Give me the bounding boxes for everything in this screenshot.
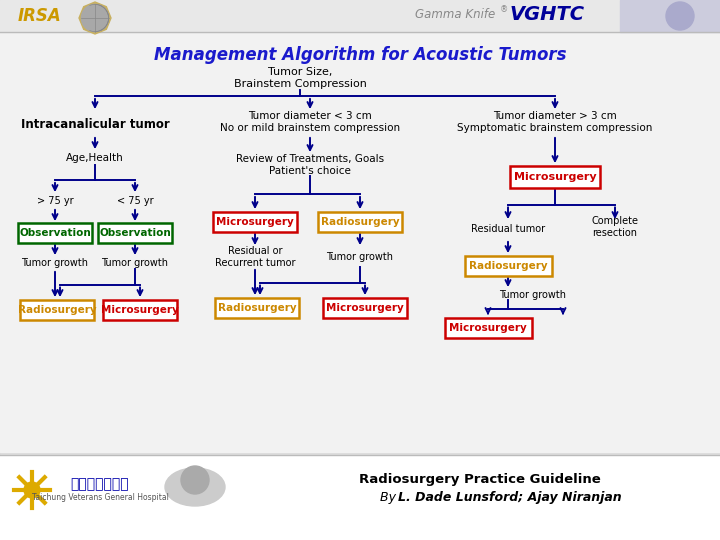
Bar (0, 32, 720, 452)
Circle shape (24, 482, 40, 498)
FancyBboxPatch shape (444, 318, 531, 338)
Text: Tumor growth: Tumor growth (326, 252, 394, 262)
Text: Complete
resection: Complete resection (592, 216, 639, 238)
Circle shape (666, 2, 694, 30)
Text: Microsurgery: Microsurgery (101, 305, 179, 315)
FancyBboxPatch shape (464, 256, 552, 276)
Text: Gamma Knife: Gamma Knife (415, 8, 495, 21)
Text: Microsurgery: Microsurgery (449, 323, 527, 333)
Text: Microsurgery: Microsurgery (513, 172, 596, 182)
Text: Tumor diameter < 3 cm
No or mild brainstem compression: Tumor diameter < 3 cm No or mild brainst… (220, 111, 400, 133)
Text: Management Algorithm for Acoustic Tumors: Management Algorithm for Acoustic Tumors (154, 46, 566, 64)
Text: Tumor growth: Tumor growth (102, 258, 168, 268)
Text: Intracanalicular tumor: Intracanalicular tumor (21, 118, 169, 131)
Text: Tumor growth: Tumor growth (22, 258, 89, 268)
Text: Review of Treatments, Goals
Patient's choice: Review of Treatments, Goals Patient's ch… (236, 154, 384, 176)
FancyBboxPatch shape (323, 298, 407, 318)
Text: Radiosurgery: Radiosurgery (320, 217, 400, 227)
FancyBboxPatch shape (510, 166, 600, 188)
Text: Residual tumor: Residual tumor (471, 224, 545, 234)
Bar (620, 0, 720, 32)
Text: Observation: Observation (19, 228, 91, 238)
Text: Microsurgery: Microsurgery (326, 303, 404, 313)
FancyBboxPatch shape (103, 300, 177, 320)
Text: Radiosurgery: Radiosurgery (18, 305, 96, 315)
Text: ®: ® (500, 5, 508, 15)
Text: Residual or
Recurrent tumor: Residual or Recurrent tumor (215, 246, 295, 268)
Text: Radiosurgery Practice Guideline: Radiosurgery Practice Guideline (359, 472, 601, 485)
Text: Observation: Observation (99, 228, 171, 238)
Text: By: By (380, 490, 400, 503)
Text: L. Dade Lunsford; Ajay Niranjan: L. Dade Lunsford; Ajay Niranjan (398, 490, 621, 503)
Text: Microsurgery: Microsurgery (216, 217, 294, 227)
Polygon shape (79, 2, 111, 34)
FancyBboxPatch shape (215, 298, 299, 318)
Text: IRSA: IRSA (18, 7, 62, 25)
Ellipse shape (165, 468, 225, 506)
Text: 台中榮民總醫院: 台中榮民總醫院 (71, 477, 130, 491)
Text: VGHTC: VGHTC (510, 5, 585, 24)
Text: Tumor diameter > 3 cm
Symptomatic brainstem compression: Tumor diameter > 3 cm Symptomatic brains… (457, 111, 653, 133)
Text: > 75 yr: > 75 yr (37, 196, 73, 206)
Bar (0, 455, 720, 540)
FancyBboxPatch shape (20, 300, 94, 320)
Text: Radiosurgery: Radiosurgery (217, 303, 297, 313)
Text: Tumor growth: Tumor growth (500, 290, 567, 300)
FancyBboxPatch shape (98, 223, 172, 243)
Circle shape (81, 4, 109, 32)
Text: Taichung Veterans General Hospital: Taichung Veterans General Hospital (32, 492, 168, 502)
Text: < 75 yr: < 75 yr (117, 196, 153, 206)
FancyBboxPatch shape (318, 212, 402, 232)
Text: Age,Health: Age,Health (66, 153, 124, 163)
FancyBboxPatch shape (18, 223, 92, 243)
Circle shape (181, 466, 209, 494)
Text: Radiosurgery: Radiosurgery (469, 261, 547, 271)
Text: Tumor Size,
Brainstem Compression: Tumor Size, Brainstem Compression (233, 67, 366, 89)
FancyBboxPatch shape (213, 212, 297, 232)
Bar (0, 0, 720, 32)
